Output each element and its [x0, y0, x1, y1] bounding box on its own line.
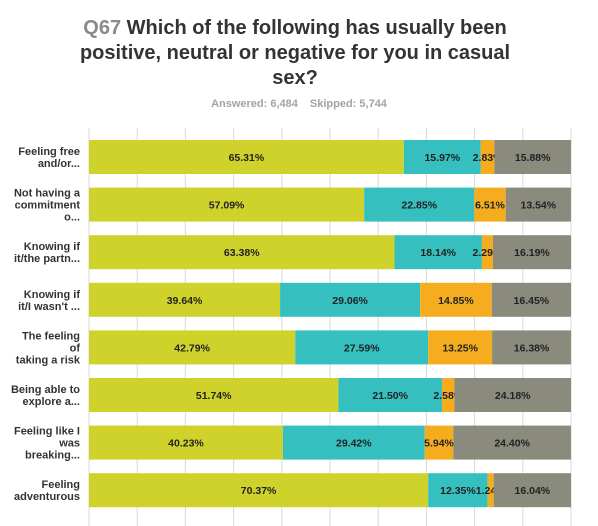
bar-segment: [492, 330, 572, 365]
bar-segment: [89, 235, 395, 270]
bar-segment: [338, 378, 443, 412]
data-label: 70.37%: [241, 485, 277, 497]
bar-segment: [487, 473, 494, 508]
data-label: 15.88%: [515, 152, 551, 164]
bar-segment: [454, 378, 571, 412]
bar-segment: [394, 235, 482, 270]
skipped-count: Skipped: 5,744: [309, 98, 387, 110]
data-label: 16.19%: [514, 247, 550, 259]
bar-segment: [89, 282, 281, 317]
category-label: The feeling of taking a risk: [16, 330, 81, 366]
response-stats: Answered: 6,484 Skipped: 5,744: [0, 98, 598, 110]
data-label: 5.94%: [424, 438, 454, 450]
bar-segment: [491, 282, 571, 317]
data-label: 65.31%: [229, 152, 265, 164]
bar-segment: [403, 140, 481, 174]
category-label: Knowing if it/I wasn't ...: [18, 289, 80, 313]
data-label: 40.23%: [168, 438, 204, 450]
data-label: 12.35%: [440, 485, 476, 497]
bar-segment: [428, 330, 493, 365]
data-label: 24.18%: [495, 390, 531, 402]
data-label: 51.74%: [196, 390, 232, 402]
bar-segment: [492, 235, 571, 270]
bar-segment: [295, 330, 429, 365]
data-label: 24.40%: [494, 438, 530, 450]
bar-segment: [280, 282, 421, 317]
data-label: 29.06%: [332, 295, 368, 307]
category-label: Feeling free and/or...: [18, 146, 80, 170]
question-number: Q67: [83, 17, 122, 39]
category-label: Feeling adventurous: [14, 479, 80, 503]
data-label: 15.97%: [424, 152, 460, 164]
bar-segment: [89, 473, 429, 508]
data-label: 21.50%: [372, 390, 408, 402]
bar-segment: [494, 140, 571, 174]
bar-segment: [89, 425, 283, 460]
question-text: Which of the following has usually been …: [79, 17, 511, 89]
chart-title: Q67 Which of the following has usually b…: [60, 16, 530, 91]
data-label: 16.38%: [514, 342, 550, 354]
data-label: 6.51%: [475, 200, 505, 212]
data-label: 22.85%: [401, 200, 437, 212]
bar-segment: [89, 378, 339, 412]
bar-segment: [505, 187, 571, 222]
bar-segment: [442, 378, 455, 412]
category-label: Not having a commitment o...: [14, 188, 81, 224]
bar-segment: [493, 473, 571, 508]
data-label: 27.59%: [344, 342, 380, 354]
data-label: 57.09%: [209, 200, 245, 212]
data-label: 42.79%: [174, 342, 210, 354]
answered-count: Answered: 6,484: [211, 98, 298, 110]
data-label: 29.42%: [336, 438, 372, 450]
bar-segment: [89, 330, 296, 365]
data-label: 13.25%: [442, 342, 478, 354]
data-label: 39.64%: [167, 295, 203, 307]
bar-segment: [89, 140, 404, 174]
bar-segment: [480, 140, 495, 174]
bar-segment: [420, 282, 492, 317]
bar-segment: [481, 235, 493, 270]
bar-segment: [453, 425, 571, 460]
data-label: 13.54%: [521, 200, 557, 212]
data-label: 18.14%: [420, 247, 456, 259]
bar-segment: [89, 187, 365, 222]
bar-segment: [474, 187, 506, 222]
bar-segment: [364, 187, 475, 222]
data-label: 16.04%: [515, 485, 551, 497]
category-label: Knowing if it/the partn...: [14, 241, 80, 265]
category-label: Being able to explore a...: [11, 384, 80, 408]
data-label: 63.38%: [224, 247, 260, 259]
data-label: 14.85%: [438, 295, 474, 307]
bar-segment: [282, 425, 425, 460]
bar-segment: [428, 473, 488, 508]
data-label: 16.45%: [514, 295, 550, 307]
bar-segment: [424, 425, 454, 460]
